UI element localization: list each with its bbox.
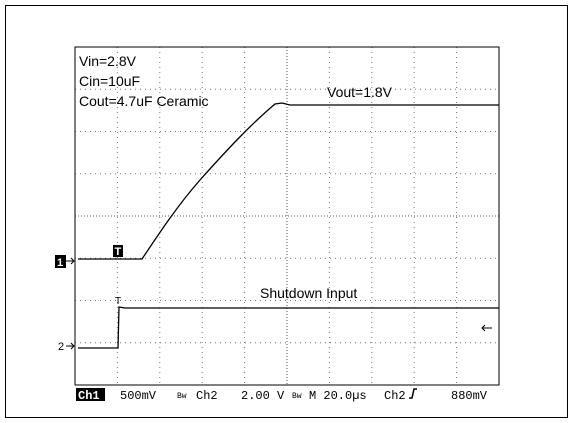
annotation: Cin=10uF	[79, 73, 140, 89]
status-ch2: Ch2	[196, 389, 218, 403]
trigger-marker: T	[115, 246, 122, 258]
ch1-arrow	[66, 257, 75, 265]
trigger-marker: T	[115, 296, 121, 307]
ch1-trace	[78, 102, 499, 260]
ch1-marker: 1	[57, 257, 63, 269]
status-trigger-level: 880mV	[451, 389, 488, 403]
annotation: Vin=2.8V	[79, 53, 137, 69]
trace-label: Vout=1.8V	[327, 84, 393, 100]
graticule	[75, 47, 499, 385]
ch2-marker: 2	[58, 341, 64, 353]
status-trigger-source: Ch2	[384, 389, 406, 403]
status-timebase: M 20.0µs	[309, 389, 367, 403]
ch1-marker-box	[55, 255, 66, 268]
bw-icon: Bw	[177, 392, 187, 401]
trigger-marker-box	[113, 245, 123, 257]
annotation: Cout=4.7uF Ceramic	[79, 93, 209, 109]
status-ch1-scale: 500mV	[120, 389, 157, 403]
ch1-badge	[76, 388, 105, 401]
trace-label: Shutdown Input	[260, 285, 357, 301]
status-ch2-scale: 2.00 V	[241, 389, 285, 403]
screen-border	[74, 46, 500, 386]
bw-icon: Bw	[292, 392, 302, 401]
ch2-trace	[78, 306, 499, 349]
trigger-level-arrow	[481, 324, 492, 332]
ch2-arrow	[66, 342, 75, 350]
status-ch1: Ch1	[78, 389, 100, 403]
edge-icon	[409, 388, 417, 399]
